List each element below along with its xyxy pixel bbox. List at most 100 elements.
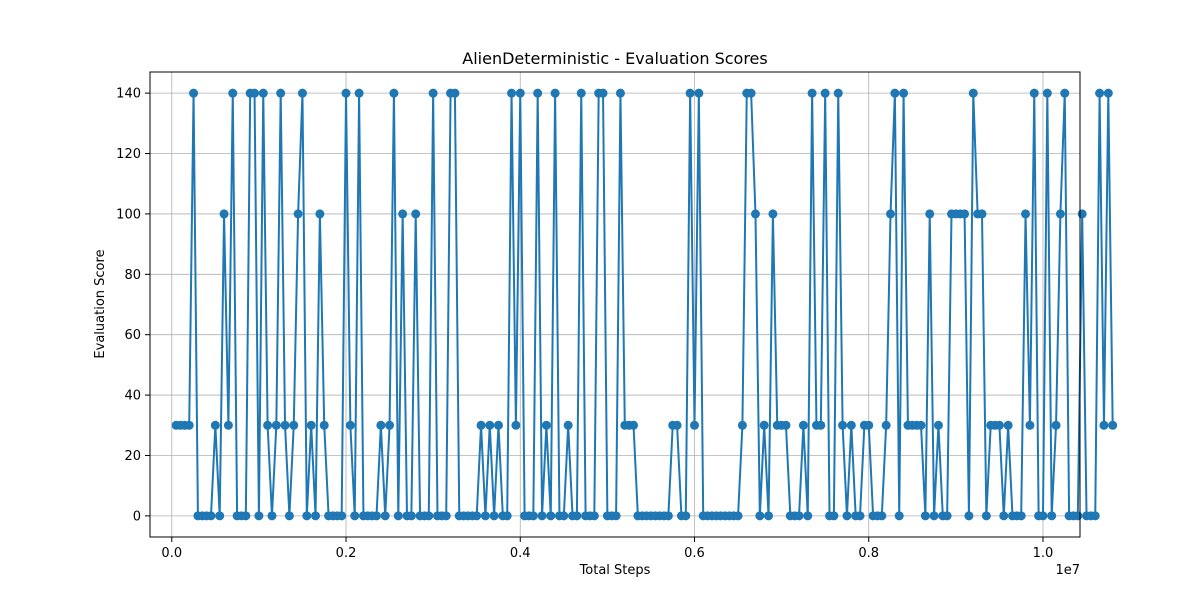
data-point: [337, 511, 347, 521]
data-point: [838, 420, 848, 430]
data-point: [615, 88, 625, 98]
data-point: [1055, 209, 1065, 219]
data-point: [1051, 420, 1061, 430]
data-point: [489, 511, 499, 521]
data-point: [276, 88, 286, 98]
data-point: [1077, 209, 1087, 219]
data-point: [254, 511, 264, 521]
data-point: [576, 88, 586, 98]
data-point: [929, 511, 939, 521]
data-point: [886, 209, 896, 219]
data-point: [598, 88, 608, 98]
data-point: [493, 420, 503, 430]
data-point: [755, 511, 765, 521]
data-point: [380, 511, 390, 521]
chart-title: AlienDeterministic - Evaluation Scores: [462, 49, 767, 68]
data-point: [694, 88, 704, 98]
data-point: [1003, 420, 1013, 430]
data-point: [1073, 511, 1083, 521]
data-point: [297, 88, 307, 98]
x-axis-multiplier: 1e7: [1055, 563, 1080, 578]
data-point: [746, 88, 756, 98]
data-point: [528, 511, 538, 521]
data-point: [842, 511, 852, 521]
data-point: [424, 511, 434, 521]
data-point: [302, 511, 312, 521]
x-tick-label: 0.8: [858, 546, 879, 561]
data-point: [315, 209, 325, 219]
data-point: [999, 511, 1009, 521]
y-tick-label: 60: [124, 328, 141, 343]
data-point: [981, 511, 991, 521]
x-tick-label: 0.0: [161, 546, 182, 561]
data-point: [206, 511, 216, 521]
data-point: [341, 88, 351, 98]
data-point: [563, 420, 573, 430]
data-point: [376, 420, 386, 430]
data-point: [968, 88, 978, 98]
data-point: [541, 420, 551, 430]
data-point: [1029, 88, 1039, 98]
data-point: [1021, 209, 1031, 219]
data-point: [759, 420, 769, 430]
data-point: [271, 420, 281, 430]
data-point: [389, 88, 399, 98]
data-point: [672, 420, 682, 430]
data-point: [977, 209, 987, 219]
data-point: [994, 420, 1004, 430]
data-point: [781, 420, 791, 430]
data-point: [507, 88, 517, 98]
data-point: [925, 209, 935, 219]
data-point: [764, 511, 774, 521]
axes: 0.0 0.2 0.4 0.6 0.8 1.0 0 20 40 60 80 100 120 140: [116, 87, 1053, 561]
data-point: [855, 511, 865, 521]
data-point: [480, 511, 490, 521]
data-point: [916, 420, 926, 430]
data-point: [611, 511, 621, 521]
x-tick-label: 0.4: [510, 546, 531, 561]
data-point: [280, 420, 290, 430]
y-tick-label: 20: [124, 449, 141, 464]
data-point: [511, 420, 521, 430]
data-point: [263, 420, 273, 430]
y-tick-label: 100: [116, 207, 141, 222]
data-point: [450, 88, 460, 98]
data-point: [768, 209, 778, 219]
data-point: [476, 420, 486, 430]
data-point: [890, 88, 900, 98]
data-point: [533, 88, 543, 98]
data-point: [685, 88, 695, 98]
axes-frame: [149, 71, 1081, 538]
data-point: [311, 511, 321, 521]
data-point: [1090, 511, 1100, 521]
y-axis-title: Evaluation Score: [93, 249, 108, 358]
data-point: [1038, 511, 1048, 521]
data-point: [267, 511, 277, 521]
data-point: [1047, 511, 1057, 521]
data-point: [550, 88, 560, 98]
data-point: [663, 511, 673, 521]
data-point: [485, 420, 495, 430]
data-point: [546, 511, 556, 521]
x-tick-label: 1.0: [1033, 546, 1054, 561]
data-point: [589, 511, 599, 521]
data-point: [306, 420, 316, 430]
data-point: [184, 420, 194, 430]
y-tick-label: 120: [116, 147, 141, 162]
data-point: [846, 420, 856, 430]
data-point: [933, 420, 943, 430]
y-tick-label: 0: [133, 509, 141, 524]
data-point: [398, 209, 408, 219]
x-tick-label: 0.6: [684, 546, 705, 561]
data-point: [559, 511, 569, 521]
data-point: [690, 420, 699, 430]
data-point: [816, 420, 826, 430]
data-point: [441, 511, 451, 521]
y-tick-label: 140: [116, 87, 141, 102]
data-point: [794, 511, 804, 521]
data-point: [354, 88, 364, 98]
data-point: [894, 511, 904, 521]
data-point: [920, 511, 930, 521]
data-point: [807, 88, 817, 98]
data-point: [750, 209, 760, 219]
